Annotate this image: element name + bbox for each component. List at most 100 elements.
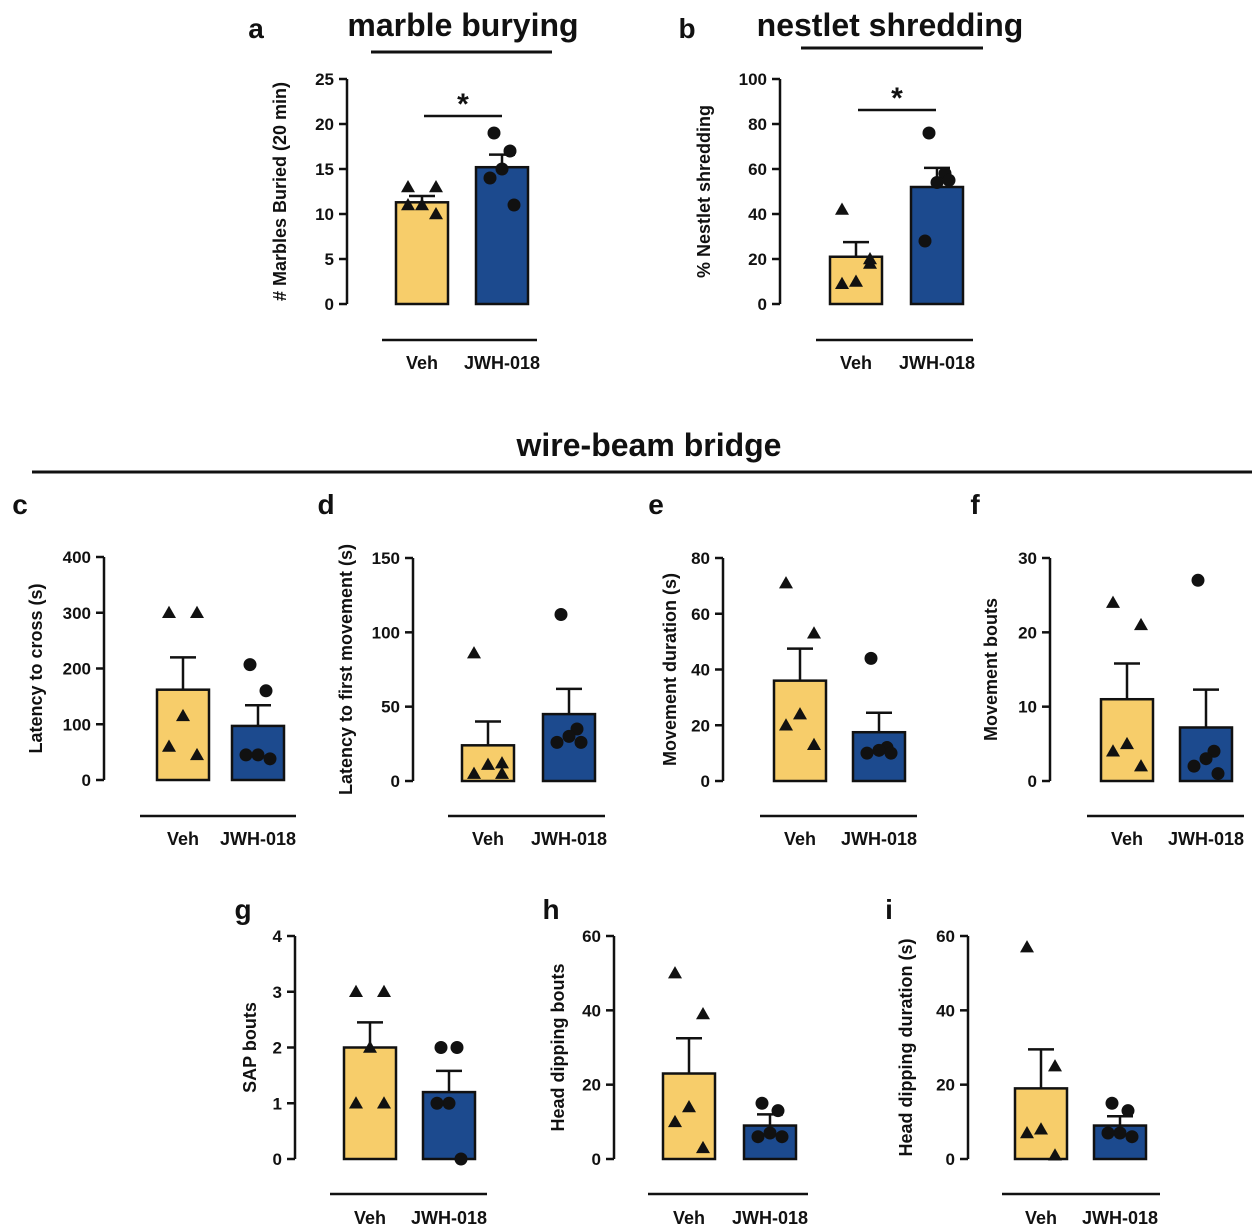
data-point-triangle <box>1106 595 1120 608</box>
data-point-circle <box>507 198 521 212</box>
data-point-triangle <box>807 626 821 639</box>
y-tick-label-i: 40 <box>936 1001 955 1020</box>
y-tick-label-i: 20 <box>936 1076 955 1095</box>
data-point-triangle <box>835 276 849 289</box>
bar-a-jwh <box>474 165 530 306</box>
data-point-circle <box>239 748 253 762</box>
panel-h: h 0 20 40 60 Head dipping bouts Veh JWH-018 <box>542 894 808 1228</box>
y-tick-label-b: 100 <box>739 70 767 89</box>
y-tick-label-c: 400 <box>63 548 91 567</box>
panel-letter-i: i <box>885 894 893 925</box>
data-point-circle <box>775 1130 789 1144</box>
data-point-circle <box>434 1041 448 1054</box>
data-point-triangle <box>1048 1059 1062 1072</box>
data-point-triangle <box>668 966 682 979</box>
y-tick-label-f: 0 <box>1028 772 1037 791</box>
data-point-triangle <box>863 252 877 265</box>
data-point-circle <box>1211 767 1225 781</box>
y-tick-label-b: 80 <box>748 115 767 134</box>
y-tick-label-g: 3 <box>273 983 282 1002</box>
nestlet-shredding-title: nestlet shredding <box>757 7 1024 43</box>
y-tick-label-a: 0 <box>325 295 334 314</box>
y-tick-label-b: 40 <box>748 205 767 224</box>
data-point-triangle <box>401 198 415 211</box>
y-tick-label-c: 100 <box>63 715 91 734</box>
data-point-triangle <box>696 1007 710 1020</box>
category-label-h: JWH-018 <box>732 1208 808 1228</box>
data-point-triangle <box>1048 1148 1062 1161</box>
significance-marker-b: * <box>891 82 903 115</box>
data-point-triangle <box>377 984 391 997</box>
y-tick-label-d: 0 <box>391 772 400 791</box>
data-point-triangle <box>807 737 821 751</box>
data-point-circle <box>251 748 265 762</box>
bar-b-jwh <box>909 185 965 306</box>
y-axis-label-e: Movement duration (s) <box>660 573 680 766</box>
panel-letter-b: b <box>678 13 695 44</box>
data-point-circle <box>495 162 509 176</box>
y-tick-label-g: 1 <box>273 1094 282 1113</box>
data-point-triangle <box>162 739 176 752</box>
data-point-triangle <box>1020 940 1034 953</box>
panel-c: c 0 100 200 300 400 Latency to cross (s) Veh JWH… <box>12 489 296 849</box>
y-tick-label-g: 4 <box>273 927 283 946</box>
panel-letter-e: e <box>648 489 664 520</box>
data-point-circle <box>771 1104 785 1118</box>
y-tick-label-h: 20 <box>582 1076 601 1095</box>
category-label-b: JWH-018 <box>899 353 975 373</box>
y-tick-label-h: 60 <box>582 927 601 946</box>
data-point-triangle <box>190 605 204 618</box>
bar-h-veh <box>661 1072 717 1161</box>
category-label-d: Veh <box>472 829 504 849</box>
data-point-circle <box>864 651 878 665</box>
y-tick-label-f: 10 <box>1018 698 1037 717</box>
category-label-c: JWH-018 <box>220 829 296 849</box>
data-point-triangle <box>1134 759 1148 772</box>
y-tick-label-f: 20 <box>1018 623 1037 642</box>
y-axis-label-h: Head dipping bouts <box>548 964 568 1132</box>
data-point-triangle <box>682 1099 696 1113</box>
y-tick-label-b: 20 <box>748 250 767 269</box>
bar-d-jwh <box>541 712 597 783</box>
data-point-triangle <box>1134 617 1148 631</box>
data-point-circle <box>243 658 257 672</box>
data-point-triangle <box>835 202 849 215</box>
data-point-triangle <box>481 757 495 770</box>
category-label-g: Veh <box>354 1208 386 1228</box>
data-point-triangle <box>363 1040 377 1053</box>
y-tick-label-d: 50 <box>381 698 400 717</box>
data-point-circle <box>1187 759 1201 773</box>
data-point-triangle <box>1106 744 1120 757</box>
data-point-circle <box>918 234 932 248</box>
data-point-triangle <box>401 180 415 193</box>
data-point-triangle <box>349 1096 363 1109</box>
panel-letter-a: a <box>248 13 264 44</box>
category-label-a: JWH-018 <box>464 353 540 373</box>
category-label-e: Veh <box>784 829 816 849</box>
category-label-i: Veh <box>1025 1208 1057 1228</box>
data-point-circle <box>503 144 517 158</box>
y-tick-label-g: 2 <box>273 1039 282 1058</box>
marble-burying-title: marble burying <box>347 7 578 43</box>
data-point-circle <box>574 735 588 749</box>
y-tick-label-h: 0 <box>592 1150 601 1169</box>
data-point-circle <box>1191 573 1205 587</box>
panel-e: e 0 20 40 60 80 Movement duration (s) Veh JWH-01… <box>648 489 917 849</box>
data-point-triangle <box>415 198 429 211</box>
y-tick-label-b: 60 <box>748 160 767 179</box>
y-tick-label-a: 20 <box>315 115 334 134</box>
y-tick-label-b: 0 <box>758 295 767 314</box>
bar-e-veh <box>772 679 828 783</box>
data-point-circle <box>487 126 501 140</box>
data-point-circle <box>884 746 898 760</box>
data-point-circle <box>1121 1104 1135 1118</box>
y-axis-label-b: % Nestlet shredding <box>694 105 714 278</box>
y-tick-label-f: 30 <box>1018 549 1037 568</box>
category-label-f: JWH-018 <box>1168 829 1244 849</box>
data-point-circle <box>930 176 944 189</box>
panel-letter-f: f <box>970 489 980 520</box>
data-point-circle <box>942 173 956 187</box>
data-point-triangle <box>779 718 793 731</box>
panel-b: b 0 20 40 60 80 100 % Nestlet shredding Veh JWH-0… <box>678 13 975 373</box>
